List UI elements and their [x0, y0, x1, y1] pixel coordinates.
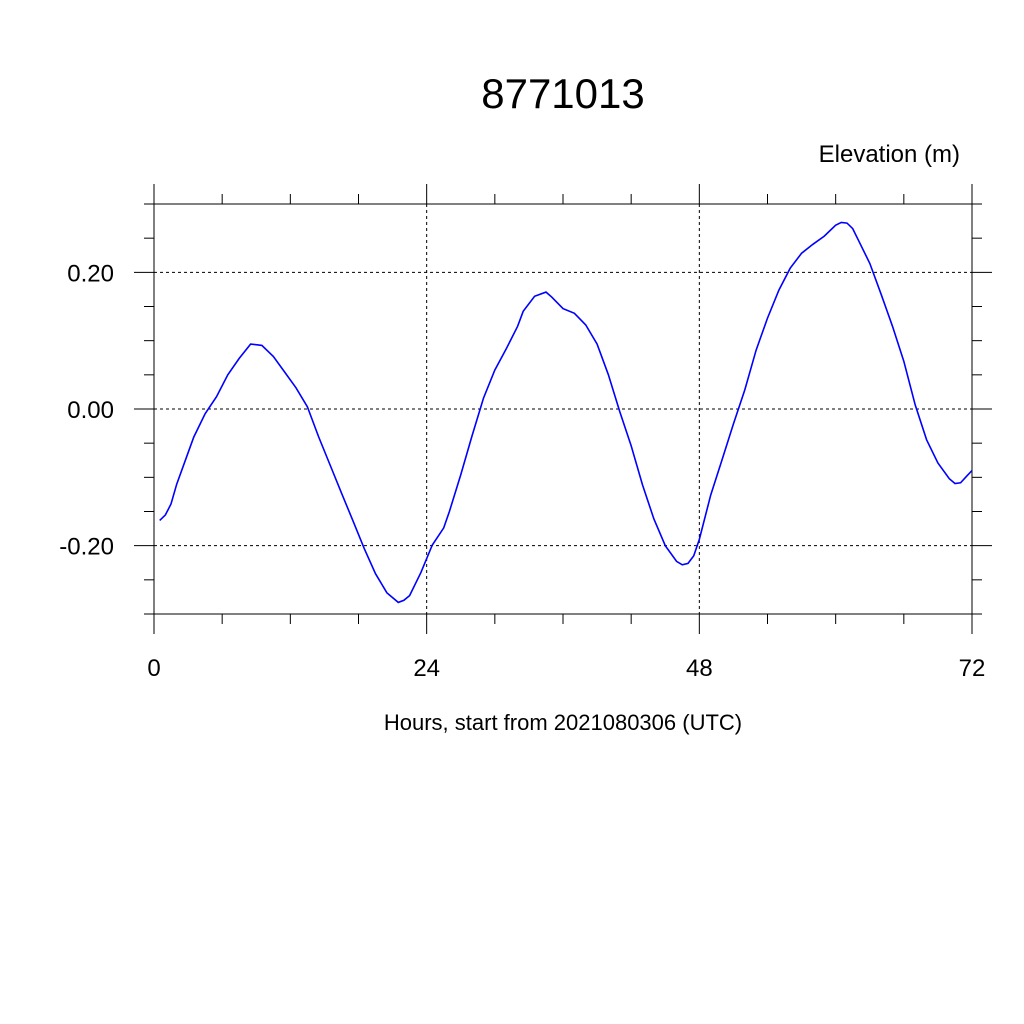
- y-tick-label: 0.20: [67, 260, 114, 287]
- y-tick-label: 0.00: [67, 397, 114, 424]
- x-axis-label: Hours, start from 2021080306 (UTC): [384, 710, 742, 735]
- y-tick-label: -0.20: [59, 534, 114, 561]
- x-tick-label: 72: [959, 655, 986, 682]
- chart-title: 8771013: [481, 70, 645, 117]
- x-tick-label: 0: [147, 655, 160, 682]
- elevation-series-line: [159, 221, 973, 604]
- x-tick-label: 24: [413, 655, 440, 682]
- y-axis-label: Elevation (m): [819, 141, 960, 168]
- x-tick-label: 48: [686, 655, 713, 682]
